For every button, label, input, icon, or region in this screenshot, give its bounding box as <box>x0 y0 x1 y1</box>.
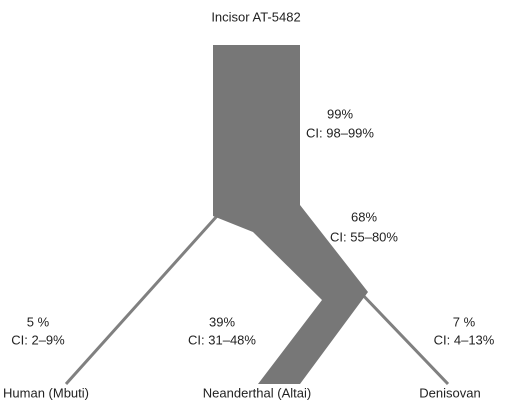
branch-probability: 99% <box>327 106 353 121</box>
branch-ci: CI: 4–13% <box>434 332 495 347</box>
branch-main <box>213 45 368 384</box>
branch-denisovan <box>356 288 450 386</box>
branch-probability: 5 % <box>27 314 50 329</box>
branch-ci: CI: 31–48% <box>188 332 256 347</box>
branch-probability: 39% <box>209 314 235 329</box>
branch-human <box>64 214 219 386</box>
branch-probability: 68% <box>351 209 377 224</box>
leaf-label: Denisovan <box>419 385 480 400</box>
branch-ci: CI: 55–80% <box>330 229 398 244</box>
leaf-label: Human (Mbuti) <box>3 385 89 400</box>
branch-ci: CI: 98–99% <box>306 125 374 140</box>
title: Incisor AT-5482 <box>211 9 300 24</box>
branch-ci: CI: 2–9% <box>11 332 65 347</box>
leaf-label: Neanderthal (Altai) <box>203 385 311 400</box>
branch-probability: 7 % <box>453 314 476 329</box>
